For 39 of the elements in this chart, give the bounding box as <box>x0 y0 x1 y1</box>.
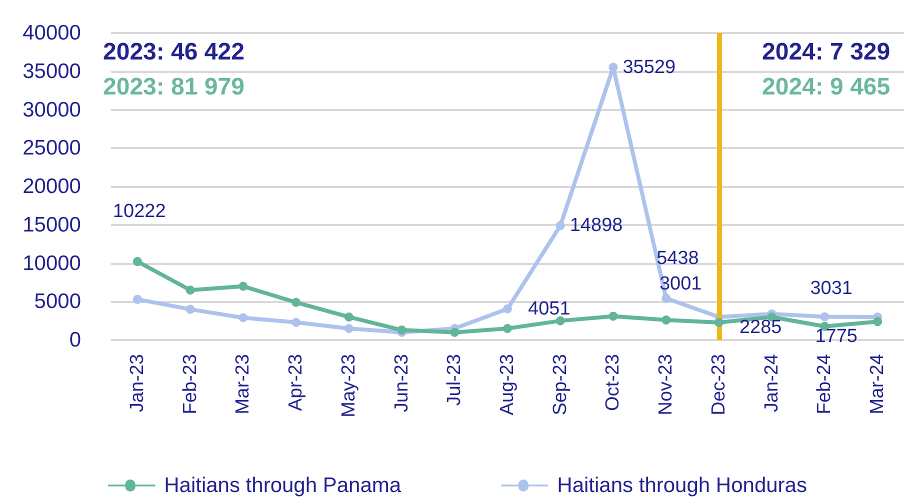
data-label: 3001 <box>659 273 702 294</box>
data-label: 1775 <box>815 326 858 347</box>
y-tick-label: 10000 <box>22 252 81 275</box>
data-label: 5438 <box>656 248 699 269</box>
x-tick-label: Oct-23 <box>602 354 624 412</box>
x-tick-label: May-23 <box>338 354 360 418</box>
y-tick-label: 30000 <box>22 98 81 122</box>
x-tick-label: Jan-23 <box>126 354 148 412</box>
data-label: 10222 <box>112 201 166 222</box>
y-tick-label: 5000 <box>34 290 81 314</box>
y-tick-label: 35000 <box>22 60 81 83</box>
annotation: 2023: 46 422 <box>103 38 244 66</box>
y-tick-label: 25000 <box>22 136 81 160</box>
y-tick-label: 15000 <box>22 213 81 236</box>
data-label: 14898 <box>570 215 623 236</box>
x-tick-label: Feb-23 <box>180 354 201 414</box>
data-label: 2285 <box>739 316 782 338</box>
x-tick-label: Jul-23 <box>444 354 466 406</box>
legend-label: Haitians through Panama <box>164 474 402 497</box>
data-label: 4051 <box>528 298 570 320</box>
data-label: 3031 <box>810 278 852 300</box>
x-tick-label: Sep-23 <box>550 354 571 416</box>
y-tick-label: 40000 <box>22 22 81 44</box>
x-tick-label: Feb-24 <box>814 354 836 414</box>
x-tick-label: Mar-24 <box>867 354 888 414</box>
y-tick-label: 0 <box>69 328 81 352</box>
x-tick-label: Nov-23 <box>656 354 677 416</box>
x-tick-label: Apr-23 <box>286 354 307 412</box>
data-label: 35529 <box>622 56 676 78</box>
y-tick-label: 20000 <box>22 175 81 198</box>
x-tick-label: Aug-23 <box>497 354 518 416</box>
legend-label: Haitians through Honduras <box>557 474 807 497</box>
annotation: 2024: 7 329 <box>762 38 890 66</box>
annotation: 2024: 9 465 <box>762 74 890 100</box>
x-tick-label: Mar-23 <box>232 354 254 414</box>
x-tick-label: Dec-23 <box>708 354 730 416</box>
x-tick-label: Jan-24 <box>761 354 782 412</box>
x-tick-label: Jun-23 <box>391 354 412 412</box>
annotation: 2023: 81 979 <box>103 74 244 100</box>
